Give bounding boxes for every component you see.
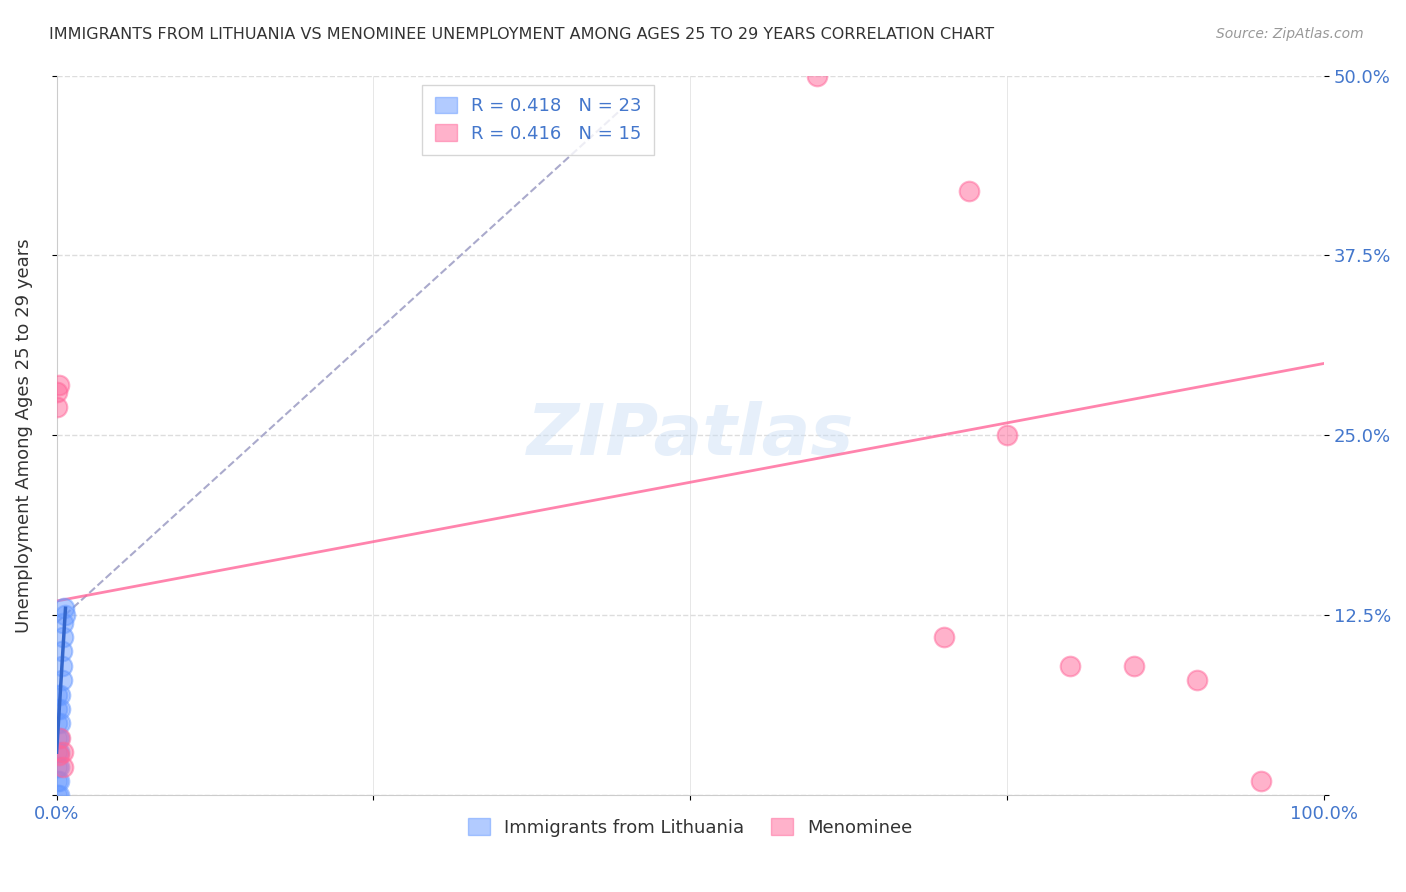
Point	[1122, 658, 1144, 673]
Point	[49, 716, 72, 731]
Point	[995, 428, 1018, 442]
Point	[1059, 658, 1081, 673]
Point	[55, 608, 77, 623]
Text: ZIPatlas: ZIPatlas	[527, 401, 853, 470]
Legend: Immigrants from Lithuania, Menominee: Immigrants from Lithuania, Menominee	[461, 811, 920, 844]
Y-axis label: Unemployment Among Ages 25 to 29 years: Unemployment Among Ages 25 to 29 years	[15, 238, 32, 632]
Text: IMMIGRANTS FROM LITHUANIA VS MENOMINEE UNEMPLOYMENT AMONG AGES 25 TO 29 YEARS CO: IMMIGRANTS FROM LITHUANIA VS MENOMINEE U…	[49, 27, 994, 42]
Point	[806, 69, 828, 83]
Point	[48, 774, 70, 789]
Point	[45, 789, 67, 803]
Point	[45, 385, 67, 400]
Point	[45, 716, 67, 731]
Point	[51, 658, 73, 673]
Point	[49, 731, 72, 745]
Point	[51, 673, 73, 688]
Point	[932, 630, 955, 644]
Point	[45, 731, 67, 745]
Point	[52, 759, 75, 773]
Point	[45, 759, 67, 773]
Text: Source: ZipAtlas.com: Source: ZipAtlas.com	[1216, 27, 1364, 41]
Point	[45, 688, 67, 702]
Point	[48, 745, 70, 759]
Point	[1250, 774, 1272, 789]
Point	[49, 688, 72, 702]
Point	[51, 644, 73, 658]
Point	[52, 745, 75, 759]
Point	[49, 702, 72, 716]
Point	[1185, 673, 1208, 688]
Point	[45, 745, 67, 759]
Point	[52, 630, 75, 644]
Point	[957, 184, 980, 198]
Point	[45, 702, 67, 716]
Point	[48, 759, 70, 773]
Point	[53, 601, 76, 615]
Point	[45, 774, 67, 789]
Point	[48, 378, 70, 392]
Point	[48, 748, 70, 763]
Point	[48, 731, 70, 745]
Point	[52, 615, 75, 630]
Point	[48, 789, 70, 803]
Point	[45, 400, 67, 414]
